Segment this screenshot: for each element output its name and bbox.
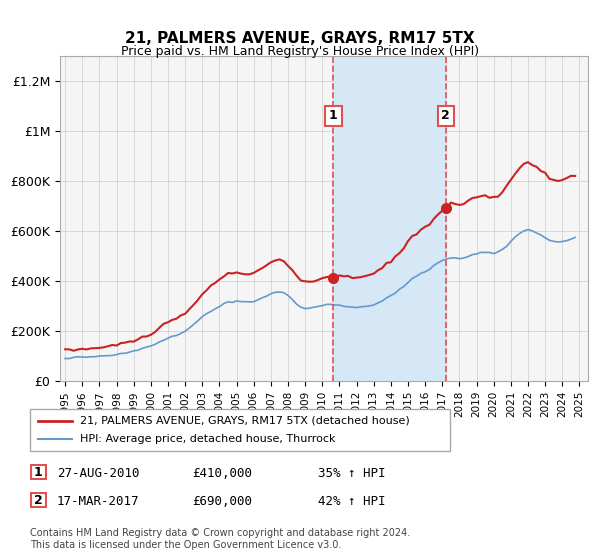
Text: 1: 1 [329,109,338,123]
Text: 1: 1 [34,465,43,479]
FancyBboxPatch shape [31,465,46,479]
Text: 42% ↑ HPI: 42% ↑ HPI [318,494,386,508]
Text: 2: 2 [442,109,450,123]
Text: 27-AUG-2010: 27-AUG-2010 [57,466,139,480]
Text: £690,000: £690,000 [192,494,252,508]
FancyBboxPatch shape [31,493,46,507]
Text: 2: 2 [34,493,43,507]
Text: 35% ↑ HPI: 35% ↑ HPI [318,466,386,480]
FancyBboxPatch shape [30,409,450,451]
Text: Price paid vs. HM Land Registry's House Price Index (HPI): Price paid vs. HM Land Registry's House … [121,45,479,58]
Text: HPI: Average price, detached house, Thurrock: HPI: Average price, detached house, Thur… [80,434,336,444]
Text: 17-MAR-2017: 17-MAR-2017 [57,494,139,508]
Bar [334,56,446,381]
Text: 21, PALMERS AVENUE, GRAYS, RM17 5TX (detached house): 21, PALMERS AVENUE, GRAYS, RM17 5TX (det… [80,416,410,426]
Text: 21, PALMERS AVENUE, GRAYS, RM17 5TX: 21, PALMERS AVENUE, GRAYS, RM17 5TX [125,31,475,46]
Text: £410,000: £410,000 [192,466,252,480]
Text: Contains HM Land Registry data © Crown copyright and database right 2024.
This d: Contains HM Land Registry data © Crown c… [30,528,410,550]
